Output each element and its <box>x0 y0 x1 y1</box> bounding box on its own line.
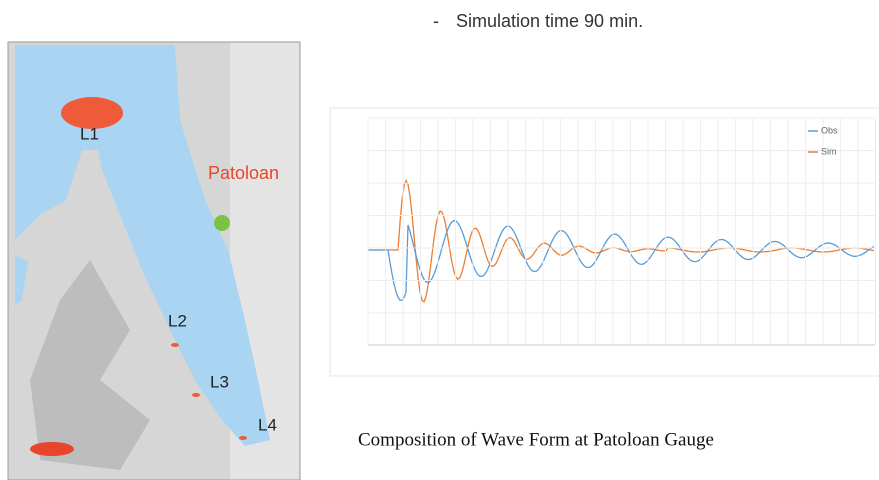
caption: Composition of Wave Form at Patoloan Gau… <box>358 429 714 450</box>
gauge-marker <box>214 215 230 231</box>
map-water <box>15 255 28 305</box>
map-label: L2 <box>168 311 187 330</box>
source-marker <box>61 97 123 129</box>
map-label: L4 <box>258 415 277 434</box>
map: L1 Patoloan L2 L3 L4 <box>7 41 301 480</box>
bullet: - <box>433 11 439 31</box>
map-ridge <box>30 260 150 470</box>
obs-waveform <box>368 219 875 301</box>
legend-label: Sim <box>821 146 837 156</box>
map-label: Patoloan <box>208 163 279 183</box>
map-label: L3 <box>210 372 229 391</box>
source-marker <box>192 393 200 397</box>
legend-label: Obs <box>821 125 838 135</box>
source-marker <box>239 436 247 440</box>
source-marker <box>30 442 74 456</box>
map-water <box>15 45 270 446</box>
source-marker <box>171 343 179 347</box>
map-frame <box>7 41 301 480</box>
waveform-chart: Obs Sim <box>329 107 879 377</box>
bullet-text: Simulation time 90 min. <box>456 11 643 31</box>
map-label: L1 <box>80 124 99 143</box>
